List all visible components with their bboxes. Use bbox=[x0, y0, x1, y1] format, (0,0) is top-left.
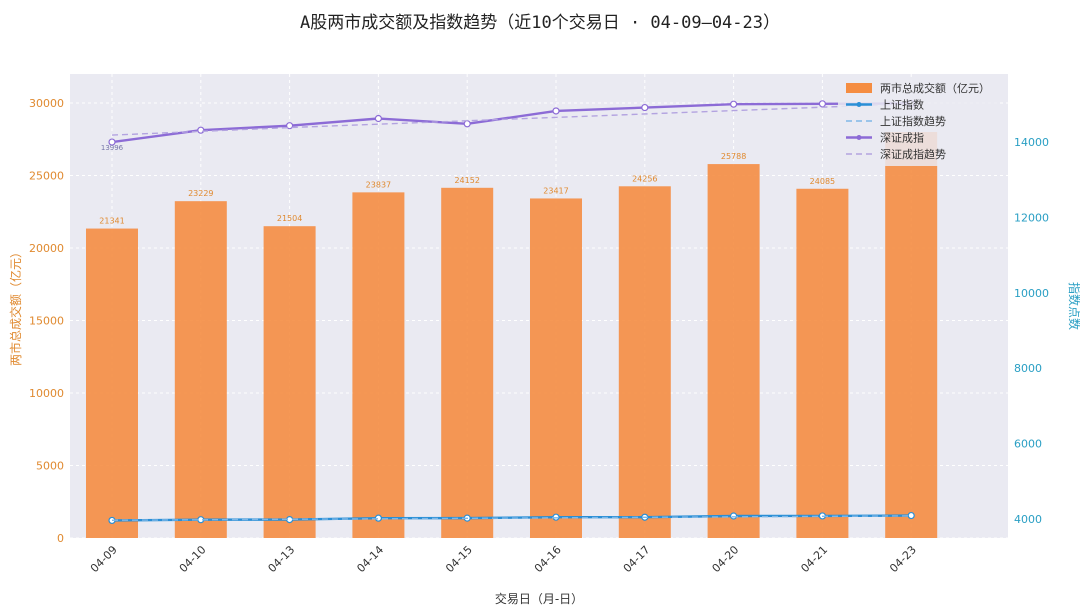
legend-label: 两市总成交额（亿元） bbox=[880, 81, 990, 95]
y-tick-right: 6000 bbox=[1014, 438, 1042, 451]
bar bbox=[263, 226, 316, 538]
series-point bbox=[729, 512, 738, 520]
chart-title: A股两市成交额及指数趋势（近10个交易日 · 04-09—04-23） bbox=[300, 13, 780, 33]
bar-label: 21504 bbox=[277, 214, 302, 223]
y-tick-left: 10000 bbox=[29, 387, 64, 400]
x-tick: 04-14 bbox=[354, 543, 386, 575]
x-tick: 04-17 bbox=[621, 543, 653, 575]
bar bbox=[441, 187, 494, 538]
bar-label: 24085 bbox=[810, 177, 835, 186]
x-tick: 04-23 bbox=[887, 543, 919, 575]
series-line bbox=[111, 515, 912, 521]
x-tick: 04-16 bbox=[532, 543, 564, 575]
series-point bbox=[818, 100, 827, 108]
legend-label: 上证指数 bbox=[880, 98, 924, 112]
series-point bbox=[729, 100, 738, 108]
bar bbox=[707, 164, 760, 538]
y-tick-right: 4000 bbox=[1014, 513, 1042, 526]
x-tick: 04-21 bbox=[798, 543, 830, 575]
series-point bbox=[463, 120, 471, 128]
x-tick: 04-20 bbox=[710, 543, 742, 575]
bar-label: 23229 bbox=[188, 189, 213, 198]
bar bbox=[86, 228, 138, 539]
bar bbox=[885, 132, 938, 538]
bar bbox=[796, 188, 849, 538]
legend-marker bbox=[856, 102, 862, 107]
series-point bbox=[374, 114, 382, 123]
y-tick-left: 15000 bbox=[29, 315, 64, 328]
y-tick-left: 20000 bbox=[29, 242, 64, 255]
series-line bbox=[111, 103, 912, 136]
bar-label: 23417 bbox=[543, 186, 568, 195]
series-line bbox=[111, 102, 912, 144]
bar bbox=[618, 186, 671, 538]
series-point bbox=[552, 107, 560, 115]
y-tick-left: 25000 bbox=[29, 170, 64, 183]
y-tick-right: 14000 bbox=[1014, 136, 1049, 149]
y-tick-right: 8000 bbox=[1014, 362, 1042, 375]
y-axis-label-left: 两市总成交额（亿元） bbox=[8, 246, 23, 366]
bar-label: 24256 bbox=[632, 174, 657, 183]
y-tick-left: 5000 bbox=[36, 460, 64, 473]
x-tick: 04-09 bbox=[88, 543, 120, 575]
legend-label: 深证成指 bbox=[880, 131, 924, 145]
series-point bbox=[641, 103, 649, 112]
y-tick-right: 12000 bbox=[1014, 211, 1049, 224]
y-tick-left: 30000 bbox=[29, 97, 64, 110]
series-point bbox=[286, 122, 294, 130]
x-tick: 04-13 bbox=[266, 543, 298, 575]
x-tick: 04-10 bbox=[177, 543, 209, 575]
bar bbox=[530, 198, 582, 539]
bar bbox=[174, 201, 227, 538]
point-label: 13996 bbox=[101, 144, 124, 152]
bar bbox=[352, 192, 405, 538]
bar-series: 21341 23229 21504 23837 24152 23417 24256 25788… bbox=[86, 132, 938, 539]
series-point bbox=[907, 511, 915, 520]
bar-label: 25788 bbox=[721, 152, 746, 161]
series-point bbox=[197, 126, 205, 134]
bar-label: 23837 bbox=[366, 180, 391, 189]
x-tick: 04-15 bbox=[443, 543, 475, 575]
legend-label: 深证成指趋势 bbox=[880, 147, 946, 161]
line-series: 13996 bbox=[101, 99, 915, 525]
legend-swatch bbox=[846, 83, 872, 93]
x-axis-label: 交易日（月-日） bbox=[495, 591, 583, 606]
y-tick-left: 0 bbox=[57, 532, 64, 545]
bar-label: 21341 bbox=[99, 217, 124, 226]
y-tick-right: 10000 bbox=[1014, 287, 1049, 300]
legend-label: 上证指数趋势 bbox=[880, 114, 946, 128]
series-point bbox=[108, 138, 116, 146]
y-axis-label-right: 指数点数 bbox=[1067, 282, 1080, 330]
bar-label: 24152 bbox=[454, 176, 479, 185]
legend-marker bbox=[856, 135, 862, 140]
